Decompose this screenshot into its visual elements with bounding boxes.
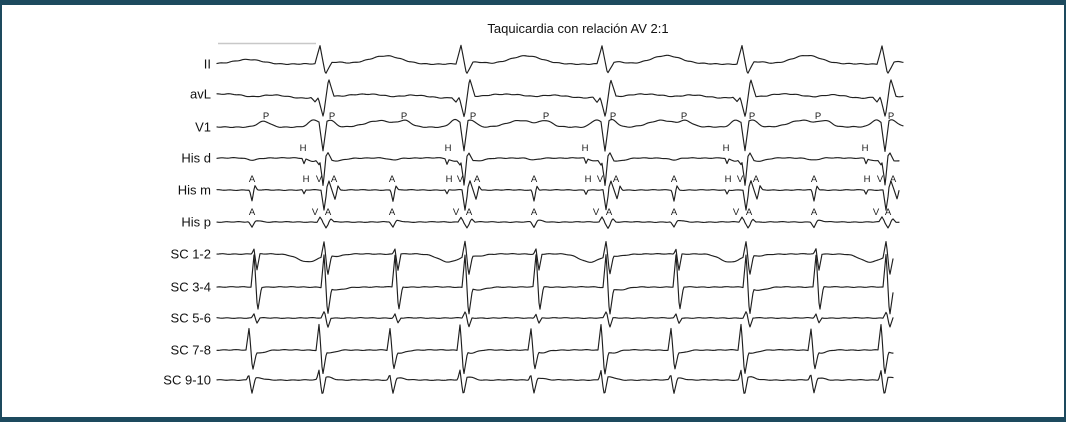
marker-v-his-m: V: [457, 174, 464, 185]
channel-label-v1: V1: [195, 120, 211, 135]
trace-sc-1-2: [216, 240, 894, 275]
channel-label-his-m: His m: [178, 183, 211, 198]
marker-a-his-p: A: [885, 207, 892, 218]
marker-v-his-p: V: [593, 207, 600, 218]
marker-a-his-p: A: [389, 207, 396, 218]
marker-h-his-m: H: [725, 174, 732, 185]
trace-his-d: [216, 152, 900, 186]
marker-p-v1: P: [815, 111, 821, 122]
marker-h-his-d: H: [582, 143, 589, 154]
marker-v-his-p: V: [453, 207, 460, 218]
trace-v1: [216, 118, 904, 152]
marker-h-his-m: H: [303, 174, 310, 185]
marker-a-his-p: A: [249, 207, 256, 218]
marker-a-his-p: A: [325, 207, 332, 218]
marker-a-his-p: A: [466, 207, 473, 218]
trace-ii: [216, 44, 904, 74]
marker-a-his-m: A: [890, 174, 897, 185]
marker-a-his-p: A: [746, 207, 753, 218]
marker-a-his-m: A: [474, 174, 481, 185]
marker-a-his-m: A: [389, 174, 396, 185]
channel-label-ii: II: [204, 57, 211, 72]
channel-label-sc-1-2: SC 1-2: [171, 247, 211, 262]
channel-label-his-p: His p: [181, 215, 211, 230]
marker-a-his-m: A: [331, 174, 338, 185]
trace-avl: [216, 79, 904, 118]
channel-label-sc-7-8: SC 7-8: [171, 343, 211, 358]
marker-v-his-m: V: [597, 174, 604, 185]
marker-p-v1: P: [470, 111, 476, 122]
marker-v-his-p: V: [733, 207, 740, 218]
marker-h-his-m: H: [585, 174, 592, 185]
marker-v-his-p: V: [312, 207, 319, 218]
marker-p-v1: P: [749, 111, 755, 122]
channel-label-sc-3-4: SC 3-4: [171, 280, 211, 295]
marker-a-his-p: A: [811, 207, 818, 218]
channel-label-avl: avL: [190, 87, 211, 102]
marker-h-his-d: H: [445, 143, 452, 154]
marker-p-v1: P: [401, 111, 407, 122]
marker-h-his-m: H: [446, 174, 453, 185]
marker-p-v1: P: [263, 111, 269, 122]
marker-h-his-m: H: [864, 174, 871, 185]
marker-a-his-m: A: [613, 174, 620, 185]
trace-his-p: [216, 216, 900, 229]
marker-p-v1: P: [610, 111, 616, 122]
trace-sc-7-8: [216, 323, 894, 375]
marker-p-v1: P: [681, 111, 687, 122]
marker-a-his-m: A: [811, 174, 818, 185]
marker-a-his-m: A: [531, 174, 538, 185]
marker-a-his-m: A: [753, 174, 760, 185]
marker-v-his-m: V: [316, 174, 323, 185]
marker-h-his-d: H: [300, 143, 307, 154]
marker-a-his-p: A: [531, 207, 538, 218]
marker-a-his-m: A: [671, 174, 678, 185]
marker-v-his-p: V: [873, 207, 880, 218]
marker-v-his-m: V: [737, 174, 744, 185]
marker-p-v1: P: [543, 111, 549, 122]
figure-title: Taquicardia con relación AV 2:1: [487, 21, 669, 36]
marker-a-his-p: A: [606, 207, 613, 218]
trace-sc-3-4: [216, 254, 894, 315]
marker-v-his-m: V: [877, 174, 884, 185]
marker-h-his-d: H: [723, 143, 730, 154]
trace-sc-5-6: [216, 311, 894, 328]
marker-a-his-m: A: [249, 174, 256, 185]
trace-sc-9-10: [216, 369, 894, 394]
channel-label-sc-5-6: SC 5-6: [171, 311, 211, 326]
channel-label-sc-9-10: SC 9-10: [163, 373, 211, 388]
trace-his-m: [216, 180, 900, 211]
marker-p-v1: P: [888, 111, 894, 122]
marker-h-his-d: H: [862, 143, 869, 154]
channel-label-his-d: His d: [181, 151, 211, 166]
marker-a-his-p: A: [671, 207, 678, 218]
marker-p-v1: P: [329, 111, 335, 122]
